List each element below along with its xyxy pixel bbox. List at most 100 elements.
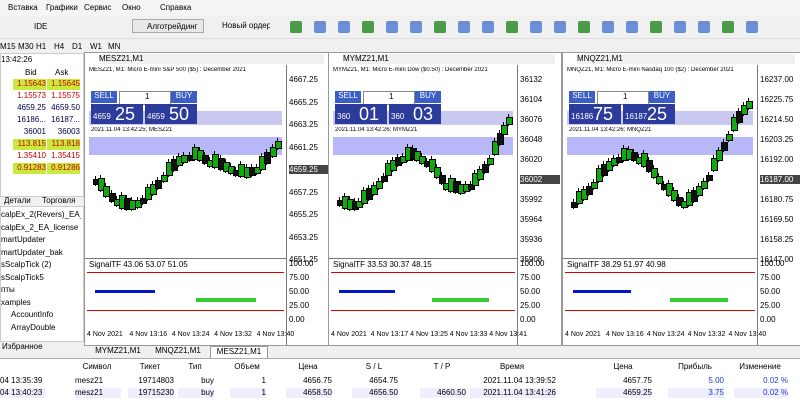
price-label: 35964 (520, 215, 560, 224)
nav-item[interactable]: AccountInfo (11, 310, 84, 321)
quote: 1.15643 (13, 79, 46, 90)
price-label: 4657.25 (289, 188, 329, 197)
quote: 113.818 (47, 139, 80, 150)
nav-item[interactable]: martUpdater (1, 235, 81, 246)
signal-green (196, 298, 256, 302)
candle (501, 125, 508, 135)
cell: 04 13:40:23 (0, 388, 46, 398)
nav-item[interactable]: sScalpTick (2) (1, 260, 81, 271)
buy-button[interactable]: BUY (649, 91, 675, 103)
tool-icon[interactable] (530, 21, 542, 33)
menu-item[interactable]: Сервис (84, 3, 120, 14)
timeframe[interactable]: MN (108, 42, 125, 52)
indicator-label: SignalTF 33.53 30.37 48.15 (333, 260, 513, 269)
quote: 1.15575 (47, 91, 80, 102)
nav-item[interactable]: sScalpTick5 (1, 273, 81, 284)
tool-icon[interactable] (410, 21, 422, 33)
candle (706, 175, 713, 181)
tool-icon[interactable] (674, 21, 686, 33)
chart-info: 2021.11.04 13:42:25; MESZ21 (91, 127, 211, 136)
timeframe[interactable]: D1 (72, 42, 89, 52)
signal-blue (95, 290, 155, 293)
order-button[interactable]: Новый ордер (208, 19, 270, 33)
tool-icon[interactable] (578, 21, 590, 33)
candle (591, 182, 598, 189)
tool-icon[interactable] (314, 21, 326, 33)
tool-icon[interactable] (554, 21, 566, 33)
price-label: 4661.25 (289, 143, 329, 152)
candle (721, 142, 728, 151)
timeframe[interactable]: W1 (90, 42, 107, 52)
cell: 4660.50 (420, 388, 466, 398)
nav-item[interactable]: calpEx_2_EA_license (1, 223, 81, 234)
price-label: 16214.50 (760, 115, 800, 124)
quote: 36003 (47, 127, 80, 138)
buy-button[interactable]: BUY (171, 91, 197, 103)
col-header: Тикет (128, 362, 172, 372)
chart-window: MESZ21,M1MESZ21, M1: Micro E-mini S&P 50… (84, 52, 331, 346)
menu-item[interactable]: Окно (122, 3, 158, 14)
nav-item[interactable]: пты (1, 285, 81, 296)
timeframe[interactable]: M15 (0, 42, 17, 52)
tool-icon[interactable] (602, 21, 614, 33)
col-header: S / L (352, 362, 396, 372)
tool-icon[interactable] (626, 21, 638, 33)
quote: 16186... (13, 115, 46, 126)
timeframe[interactable]: H4 (54, 42, 71, 52)
col-header: Прибыль (668, 362, 722, 372)
nav-tab[interactable]: Избранное (2, 342, 62, 352)
tool-icon[interactable] (482, 21, 494, 33)
price-label: 16180.75 (760, 195, 800, 204)
tool-icon[interactable] (458, 21, 470, 33)
menu-item[interactable]: Графики (46, 3, 82, 14)
sell-button[interactable]: SELL (91, 91, 117, 103)
price-label: 36104 (520, 95, 560, 104)
sell-button[interactable]: SELL (335, 91, 361, 103)
nav-item[interactable]: xamples (1, 298, 81, 309)
sell-button[interactable]: SELL (569, 91, 595, 103)
price-label: 16158.25 (760, 235, 800, 244)
nav-item[interactable]: martUpdater_bak (1, 248, 81, 259)
tool-icon[interactable] (338, 21, 350, 33)
tool-icon[interactable] (746, 21, 758, 33)
menu-item[interactable]: Вставка (8, 3, 44, 14)
price-label: 16225.75 (760, 95, 800, 104)
cell: 0.02 % (734, 376, 788, 386)
cell: 4656.75 (286, 376, 332, 386)
price-label: 16237.00 (760, 75, 800, 84)
ind-tick: 0.00 (520, 315, 560, 324)
quote: 0.91283 (13, 163, 46, 174)
algo-button[interactable]: Алготрейдинг (132, 19, 204, 33)
menu-item[interactable]: Справка (160, 3, 196, 14)
buy-button[interactable]: BUY (415, 91, 441, 103)
timeframe[interactable]: M30 (18, 42, 35, 52)
col-header: Тип (178, 362, 212, 372)
tool-icon[interactable] (386, 21, 398, 33)
chart-tab[interactable]: MYMZ21,M1 (90, 346, 146, 357)
signal-green (432, 298, 488, 302)
ide-button[interactable]: IDE (34, 22, 54, 33)
cell: 4654.75 (352, 376, 398, 386)
trade-table: СимволТикетТипОбъемЦенаS / LT / PВремяЦе… (0, 358, 800, 406)
nav-item[interactable]: ArrayDouble (11, 323, 84, 334)
nav-item[interactable]: calpEx_2(Revers)_EA_li (1, 210, 81, 221)
level (87, 310, 284, 311)
tool-icon[interactable] (722, 21, 734, 33)
quote: 36001 (13, 127, 46, 138)
ind-tick: 25.00 (760, 301, 800, 310)
tool-icon[interactable] (650, 21, 662, 33)
candle (506, 117, 513, 125)
tool-icon[interactable] (434, 21, 446, 33)
chart-tab[interactable]: MNQZ21,M1 (150, 346, 206, 357)
tool-icon[interactable] (362, 21, 374, 33)
tab[interactable]: Детали (4, 196, 40, 206)
tool-icon[interactable] (290, 21, 302, 33)
tool-icon[interactable] (698, 21, 710, 33)
bid-big: 25 (115, 104, 143, 124)
timeframe[interactable]: H1 (36, 42, 53, 52)
tool-icon[interactable] (506, 21, 518, 33)
lot: 1 (623, 92, 643, 102)
tab[interactable]: Торговля (42, 196, 78, 206)
lot: 1 (389, 92, 409, 102)
